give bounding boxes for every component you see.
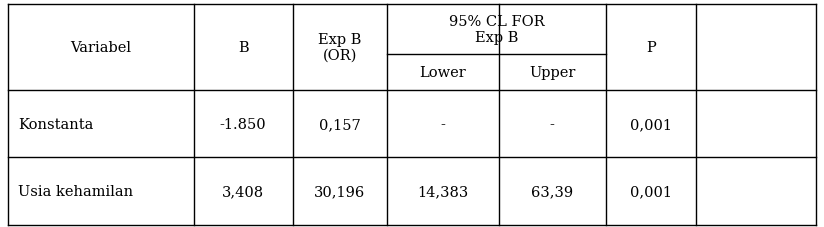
Text: Usia kehamilan: Usia kehamilan [18,184,133,198]
Text: Variabel: Variabel [70,41,132,55]
Text: -: - [441,117,445,131]
Text: 3,408: 3,408 [222,184,265,198]
Text: P: P [646,41,656,55]
Text: 95% CL FOR
Exp B: 95% CL FOR Exp B [448,15,545,44]
Text: Konstanta: Konstanta [18,117,93,131]
Text: 0,001: 0,001 [630,184,672,198]
Text: B: B [238,41,248,55]
Text: Lower: Lower [419,66,466,80]
Text: -1.850: -1.850 [220,117,266,131]
Text: Exp B
(OR): Exp B (OR) [318,33,362,63]
Text: -: - [550,117,555,131]
Text: Upper: Upper [529,66,575,80]
Text: 63,39: 63,39 [531,184,574,198]
Text: 0,001: 0,001 [630,117,672,131]
Text: 30,196: 30,196 [314,184,366,198]
Text: 0,157: 0,157 [319,117,361,131]
Text: 14,383: 14,383 [417,184,469,198]
